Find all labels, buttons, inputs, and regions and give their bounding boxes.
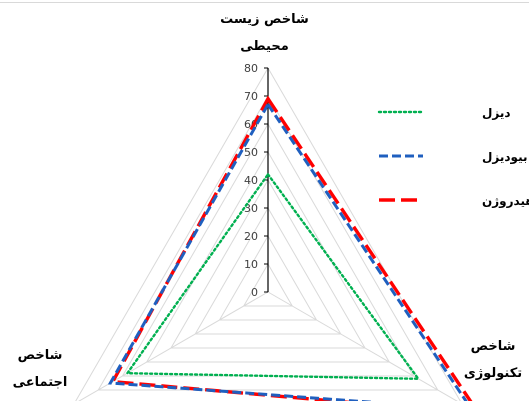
grid-ring (218, 235, 318, 321)
tick-label: 50 (244, 146, 258, 159)
tick-label: 20 (244, 230, 258, 243)
tick-label: 10 (244, 258, 258, 271)
axis-spoke (78, 291, 269, 401)
axis-spoke (267, 291, 458, 401)
axis-label-social-line2: اجتماعی (12, 375, 68, 390)
axis-label-social-line1: شاخص (17, 348, 63, 363)
series-line-0 (125, 172, 421, 381)
axis-label-tech-line1: شاخص (470, 339, 516, 354)
grid-ring (194, 206, 342, 335)
grid-ring (170, 178, 366, 349)
legend-label-1: بیودیزل (482, 150, 527, 165)
grid-ring (97, 94, 439, 391)
axis-label-env-line1: شاخص زیست (220, 12, 309, 27)
top-border-line (0, 2, 529, 3)
axis-label-env-line2: محیطی (240, 39, 289, 54)
grid-ring (242, 263, 294, 307)
series-layer (107, 95, 473, 401)
legend-label-2: هیدروژن (482, 194, 529, 209)
axis-label-tech-line2: تکنولوژی (463, 366, 523, 381)
series-line-1 (107, 101, 468, 401)
tick-label: 70 (244, 90, 258, 103)
axis-label-social: شاخص اجتماعی (4, 342, 76, 396)
tick-label: 0 (251, 286, 258, 299)
legend-label-0: دیزل (482, 106, 511, 120)
axis-label-tech: شاخص تکنولوژی (458, 333, 528, 387)
grid-ring (75, 66, 461, 401)
axis-label-env: شاخص زیست محیطی (212, 6, 317, 60)
radar-grid (75, 66, 461, 401)
tick-label: 80 (244, 62, 258, 75)
legend: دیزل بیودیزل هیدروژن (377, 106, 529, 209)
tick-label: 40 (244, 174, 258, 187)
